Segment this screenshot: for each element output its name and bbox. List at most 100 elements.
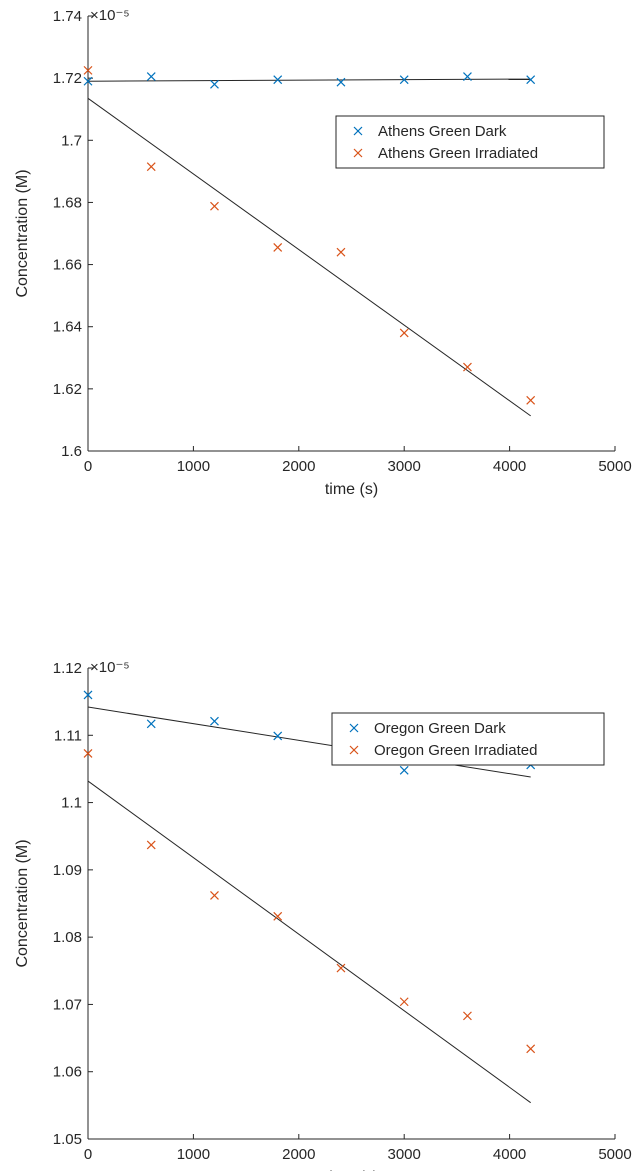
y-tick-label: 1.08: [53, 929, 82, 946]
data-point: [273, 243, 283, 252]
marker-stroke: [83, 65, 93, 75]
fit-line: [87, 780, 531, 1104]
data-point: [399, 765, 409, 775]
x-tick-label: 0: [84, 1146, 92, 1163]
y-axis-label: Concentration (M): [14, 169, 31, 297]
marker-stroke: [526, 395, 536, 405]
x-tick-label: 3000: [388, 458, 421, 475]
data-point: [336, 247, 346, 257]
y-tick-label: 1.74: [53, 8, 82, 25]
legend-box: [331, 712, 605, 766]
data-point: [83, 65, 93, 75]
y-tick-label: 1.6: [61, 443, 82, 460]
marker-stroke: [399, 997, 409, 1007]
legend-label: Oregon Green Irradiated: [374, 742, 537, 759]
data-point: [210, 79, 219, 89]
data-point: [83, 690, 93, 700]
x-axis-label: time (s): [325, 481, 378, 498]
y-tick-label: 1.09: [53, 862, 82, 879]
marker-stroke: [210, 79, 219, 89]
data-point: [210, 891, 219, 900]
marker-stroke: [526, 75, 536, 85]
x-tick-label: 4000: [493, 458, 526, 475]
y-tick-label: 1.66: [53, 257, 82, 274]
x-tick-label: 3000: [388, 1146, 421, 1163]
marker-stroke: [336, 77, 346, 87]
data-point: [399, 328, 409, 338]
marker-stroke: [399, 75, 409, 85]
marker-stroke: [399, 328, 409, 338]
y-tick-label: 1.1: [61, 795, 82, 812]
data-point: [273, 731, 283, 741]
data-point: [273, 75, 283, 85]
marker-stroke: [273, 75, 283, 85]
x-tick-label: 2000: [282, 1146, 315, 1163]
data-point: [83, 749, 93, 758]
data-point: [146, 840, 156, 850]
marker-stroke: [210, 891, 219, 900]
y-tick-label: 1.12: [53, 660, 82, 677]
legend-label: Oregon Green Dark: [374, 720, 506, 737]
marker-stroke: [83, 76, 93, 86]
data-point: [146, 72, 156, 82]
legend: Oregon Green Dark Oregon Green Irradiated: [331, 712, 605, 766]
x-tick-label: 5000: [598, 1146, 631, 1163]
marker-stroke: [210, 716, 219, 726]
y-tick-label: 1.68: [53, 194, 82, 211]
marker-stroke: [146, 719, 156, 729]
marker-stroke: [83, 690, 93, 700]
legend-box: [335, 115, 605, 169]
y-tick-label: 1.64: [53, 319, 82, 336]
x-tick-label: 2000: [282, 458, 315, 475]
data-point: [210, 716, 219, 726]
legend: Athens Green Dark Athens Green Irradiated: [335, 115, 605, 169]
y-tick-label: 1.62: [53, 381, 82, 398]
fit-line: [87, 78, 531, 82]
data-point: [210, 201, 219, 211]
chart-oregon-green: 0 1000 2000 3000 4000 5000 1.05 1.06 1.07 1.08 1.0…: [14, 659, 632, 1171]
chart-athens-green: 0 1000 2000 3000 4000 5000 1.6 1.62 1.64 1.66 1.68…: [14, 7, 632, 498]
marker-stroke: [463, 72, 472, 82]
marker-stroke: [146, 162, 156, 172]
data-point: [463, 1011, 472, 1021]
legend-marker: [353, 148, 363, 158]
marker-stroke: [336, 247, 346, 257]
y-tick-label: 1.06: [53, 1064, 82, 1081]
x-tick-label: 5000: [598, 458, 631, 475]
marker-stroke: [273, 911, 283, 921]
y-tick-label: 1.05: [53, 1131, 82, 1148]
marker-stroke: [336, 963, 346, 973]
data-point: [146, 162, 156, 172]
y-axis-label: Concentration (M): [14, 839, 31, 967]
legend-marker: [349, 723, 359, 733]
y-tick-label: 1.72: [53, 70, 82, 87]
data-point: [336, 963, 346, 973]
marker-stroke: [83, 749, 93, 758]
x-tick-label: 0: [84, 458, 92, 475]
legend-marker: [349, 745, 359, 755]
data-point: [399, 997, 409, 1007]
marker-stroke: [463, 362, 472, 372]
y-exponent-label: ×10⁻⁵: [90, 7, 130, 24]
y-tick-label: 1.7: [61, 132, 82, 149]
marker-stroke: [273, 731, 283, 741]
data-point: [83, 76, 93, 86]
x-tick-label: 1000: [177, 458, 210, 475]
fit-line: [87, 97, 531, 417]
data-point: [399, 75, 409, 85]
x-tick-label: 4000: [493, 1146, 526, 1163]
data-point: [336, 77, 346, 87]
legend-label: Athens Green Irradiated: [378, 145, 538, 162]
x-axis-label: time (s): [325, 1169, 378, 1171]
data-point: [526, 75, 536, 85]
marker-stroke: [273, 243, 283, 252]
marker-stroke: [399, 765, 409, 775]
data-point: [526, 395, 536, 405]
legend-label: Athens Green Dark: [378, 123, 507, 140]
data-point: [273, 911, 283, 921]
marker-stroke: [210, 201, 219, 211]
marker-stroke: [146, 840, 156, 850]
data-point: [463, 72, 472, 82]
data-point: [526, 1044, 536, 1054]
